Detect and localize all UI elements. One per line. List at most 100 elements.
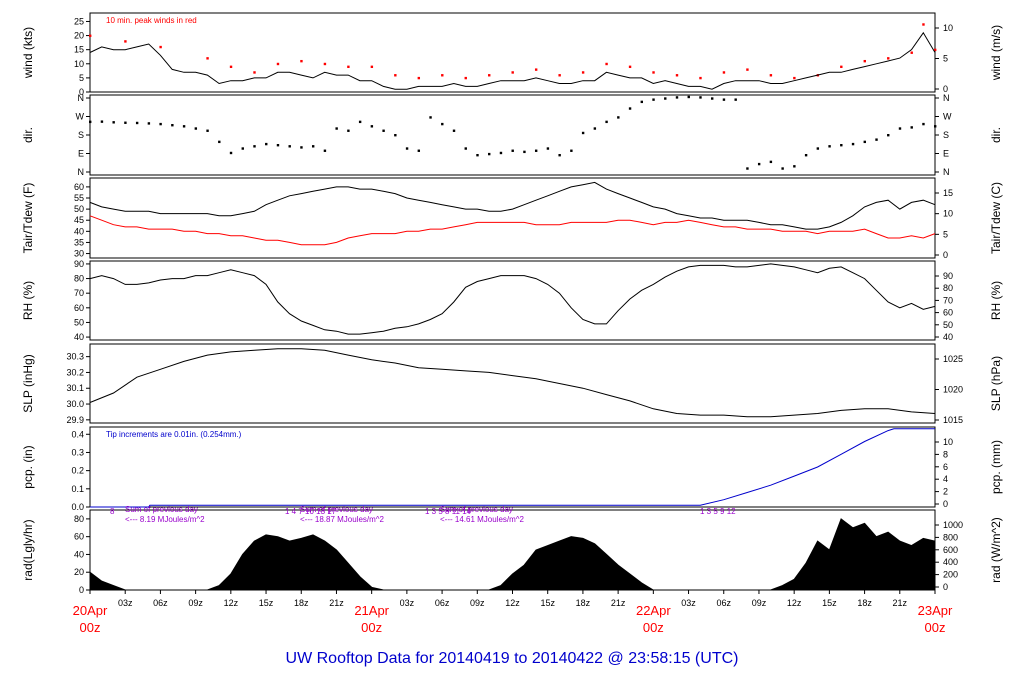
data-point [511, 149, 514, 152]
x-date-label: 20Apr [73, 603, 108, 618]
y-tick-label: 30.2 [66, 367, 84, 377]
y-tick-label: N [78, 167, 85, 177]
y-tick-label: 90 [74, 259, 84, 269]
data-point [323, 149, 327, 152]
data-point [276, 144, 280, 147]
panel-annotation: 10 min. peak winds in red [106, 16, 197, 25]
y-tick-label-right: 5 [943, 54, 948, 64]
radiation-area [89, 518, 936, 591]
page-title: UW Rooftop Data for 20140419 to 20140422… [285, 650, 739, 667]
data-point [124, 40, 127, 43]
y-tick-label: 0 [79, 585, 84, 595]
data-point [417, 149, 421, 152]
data-point [581, 131, 585, 135]
y-tick-label-right: 1020 [943, 385, 963, 395]
y-tick-label-right: 80 [943, 283, 953, 293]
y-tick-label-right: 800 [943, 532, 958, 542]
y-axis-label-right: pcp. (mm) [989, 440, 1003, 494]
y-tick-label-right: 10 [943, 209, 953, 219]
data-point [699, 76, 702, 80]
data-point [253, 145, 256, 148]
y-tick-label: 10 [74, 59, 84, 69]
x-tick-label: 21z [329, 598, 344, 608]
panel-frame [89, 12, 936, 93]
y-axis-label-right: Tair/Tdew (C) [989, 182, 1003, 254]
data-point [159, 122, 162, 126]
data-point [265, 142, 268, 146]
data-point [288, 145, 291, 148]
y-tick-label: 80 [74, 274, 84, 284]
x-date-hour: 00z [361, 620, 382, 635]
data-point [722, 98, 726, 101]
sum-label: Sum of previous day [440, 505, 513, 514]
data-point [89, 34, 92, 37]
y-tick-label: 30.1 [66, 383, 84, 393]
y-tick-label-right: 4 [943, 474, 948, 484]
y-axis-label-right: rad (W/m^2) [989, 517, 1003, 583]
y-tick-label: 30 [74, 249, 84, 259]
data-point [429, 116, 432, 119]
y-tick-label: 55 [74, 193, 84, 203]
data-point [534, 149, 538, 152]
data-point [828, 145, 831, 148]
sum-total: <--- 18.87 MJoules/m^2 [300, 515, 385, 524]
data-point [640, 100, 643, 104]
data-point [922, 23, 925, 26]
data-point [558, 74, 561, 77]
y-tick-label-right: 0 [943, 250, 948, 260]
data-point [347, 65, 350, 69]
x-tick-label: 18z [294, 598, 309, 608]
data-point [194, 127, 198, 130]
panel-annotation: Tip increments are 0.01in. (0.254mm.) [106, 430, 242, 439]
data-point [335, 127, 338, 130]
series-line [89, 215, 936, 246]
sum-label: Sum of previous day [300, 505, 373, 514]
y-tick-label-right: 1000 [943, 520, 963, 530]
y-tick-label-right: 5 [943, 229, 948, 239]
y-tick-label: 29.9 [66, 415, 84, 425]
y-axis-label: dir. [21, 127, 35, 143]
x-date-label: 21Apr [354, 603, 389, 618]
x-date-hour: 00z [80, 620, 101, 635]
y-axis-label: Tair/Tdew (F) [21, 183, 35, 254]
data-point [757, 162, 761, 166]
y-tick-label-right: N [943, 167, 950, 177]
y-axis-label: rad(Lgly/hr) [21, 519, 35, 580]
data-point [687, 95, 690, 99]
y-tick-label-right: 10 [943, 23, 953, 33]
data-point [218, 140, 221, 144]
series-line [89, 263, 936, 335]
data-point [605, 120, 608, 124]
data-point [734, 98, 737, 101]
series-line [89, 348, 936, 418]
y-tick-label: 60 [74, 532, 84, 542]
y-tick-label: 60 [74, 303, 84, 313]
y-tick-label-right: 0 [943, 582, 948, 592]
data-point [452, 129, 456, 132]
sum-total: <--- 8.19 MJoules/m^2 [125, 515, 205, 524]
data-point [159, 45, 162, 49]
data-point [464, 76, 467, 80]
data-point [229, 65, 233, 69]
y-tick-label-right: S [943, 130, 949, 140]
y-tick-label-right: 8 [943, 449, 948, 459]
y-tick-label: S [78, 130, 84, 140]
y-tick-label-right: 600 [943, 545, 958, 555]
data-point [476, 154, 479, 157]
data-point [394, 134, 397, 137]
data-point [394, 74, 397, 77]
panel-frame [89, 343, 936, 424]
y-tick-label-right: 70 [943, 295, 953, 305]
data-point [922, 122, 925, 126]
data-point [910, 51, 913, 54]
data-point [124, 121, 127, 124]
x-tick-label: 12z [505, 598, 520, 608]
y-tick-label: 70 [74, 288, 84, 298]
y-tick-label: W [76, 112, 85, 122]
data-point [206, 129, 209, 132]
y-tick-label: 45 [74, 215, 84, 225]
x-tick-label: 06z [435, 598, 450, 608]
data-point [488, 152, 491, 156]
x-tick-label: 03z [681, 598, 696, 608]
